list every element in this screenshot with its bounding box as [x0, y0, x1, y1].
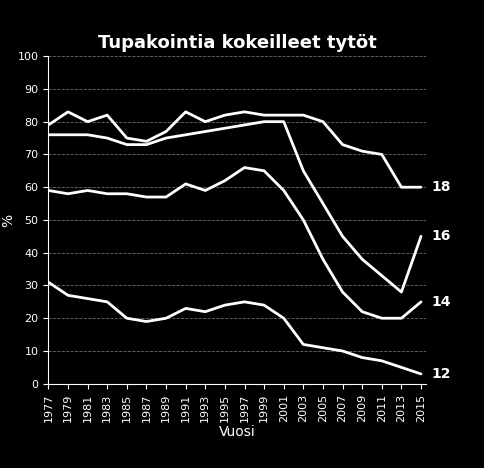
- Title: Tupakointia kokeilleet tytöt: Tupakointia kokeilleet tytöt: [98, 34, 377, 52]
- Text: 12: 12: [431, 367, 451, 381]
- Y-axis label: %: %: [1, 213, 15, 227]
- Text: 18: 18: [431, 180, 451, 194]
- Text: 14: 14: [431, 295, 451, 309]
- X-axis label: Vuosi: Vuosi: [219, 424, 256, 439]
- Text: 16: 16: [431, 229, 451, 243]
